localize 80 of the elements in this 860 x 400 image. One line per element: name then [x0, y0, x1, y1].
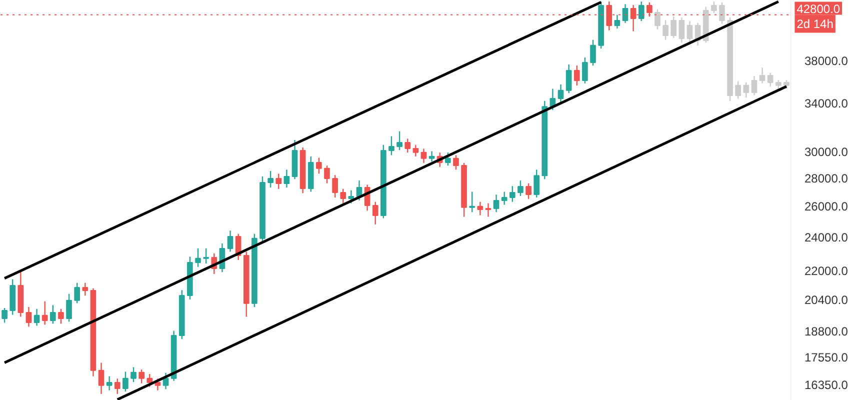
candlestick — [372, 201, 378, 225]
y-tick-label: 34000.0 — [804, 96, 848, 111]
text: 2d 14h — [796, 16, 834, 31]
candlestick — [74, 282, 80, 304]
candlestick — [420, 148, 427, 164]
candlestick — [98, 362, 104, 395]
candlestick — [340, 188, 346, 204]
candlestick — [574, 64, 580, 86]
candlestick — [348, 190, 354, 204]
candlestick — [396, 130, 402, 151]
candlestick — [566, 64, 572, 94]
y-tick-label: 24000.0 — [804, 230, 848, 244]
candlestick — [735, 80, 742, 100]
candlestick — [138, 368, 144, 384]
candlestick — [332, 174, 338, 198]
ref-line-label: 42800.0 — [796, 2, 840, 16]
candlestick — [227, 230, 234, 252]
y-tick-label: 26000.0 — [804, 200, 848, 214]
candlestick — [686, 20, 693, 42]
candlestick — [751, 75, 758, 96]
candlestick — [767, 72, 774, 88]
y-tick-label: 16350.0 — [804, 378, 848, 392]
y-tick-label: 22000.0 — [804, 264, 848, 278]
candlestick — [316, 157, 322, 174]
candlestick — [518, 180, 524, 197]
candlestick — [66, 293, 72, 322]
candlestick — [114, 378, 120, 395]
candlestick — [638, 0, 644, 22]
candlestick — [743, 82, 750, 98]
candlestick — [526, 182, 532, 200]
candlestick — [622, 4, 628, 24]
candlestick — [662, 20, 668, 40]
y-tick-label: 38000.0 — [804, 54, 848, 68]
candlestick — [146, 373, 153, 388]
candlestick — [428, 150, 435, 162]
candlestick — [590, 39, 596, 66]
candlestick — [558, 84, 564, 103]
candlestick — [130, 366, 136, 383]
candlestick — [324, 165, 330, 184]
candlestick — [404, 138, 411, 154]
candlestick — [195, 248, 201, 268]
y-tick-label: 28000.0 — [804, 171, 848, 186]
candlestick — [106, 376, 112, 391]
candlestick — [284, 169, 290, 188]
candlestick — [388, 136, 394, 156]
candlestick — [670, 16, 677, 38]
candlestick — [453, 154, 459, 170]
candlestick — [82, 282, 88, 296]
candlestick — [469, 191, 475, 213]
candlestick — [654, 8, 660, 30]
candlestick — [534, 169, 540, 198]
candlestick — [122, 371, 128, 392]
candlestick — [162, 372, 169, 390]
candlestick — [412, 144, 419, 158]
candlestick — [268, 170, 274, 188]
y-tick-label: 30000.0 — [804, 144, 848, 159]
candlestick — [678, 16, 685, 44]
candlestick — [2, 307, 8, 324]
candlestick — [711, 0, 717, 14]
candlestick — [775, 80, 782, 90]
candlestick — [719, 2, 725, 24]
candlestick — [276, 173, 282, 190]
candlestick — [582, 56, 588, 84]
candlestick — [203, 248, 209, 264]
candlestick — [493, 194, 500, 213]
candlestick — [477, 201, 484, 216]
candlestick — [759, 67, 766, 84]
candlestick — [58, 308, 64, 324]
y-tick-label: 18800.0 — [804, 324, 848, 338]
candlestick — [50, 304, 56, 324]
candlestick — [444, 152, 451, 166]
candlestick — [509, 185, 516, 202]
y-tick-label: 20400.0 — [804, 292, 848, 307]
candlestick — [485, 202, 492, 218]
candlestick — [34, 308, 40, 326]
candlestick — [26, 306, 32, 328]
candlestick — [42, 300, 48, 326]
candlestick — [614, 14, 620, 30]
candlestick — [501, 191, 508, 206]
y-tick-label: 17550.0 — [804, 350, 848, 365]
